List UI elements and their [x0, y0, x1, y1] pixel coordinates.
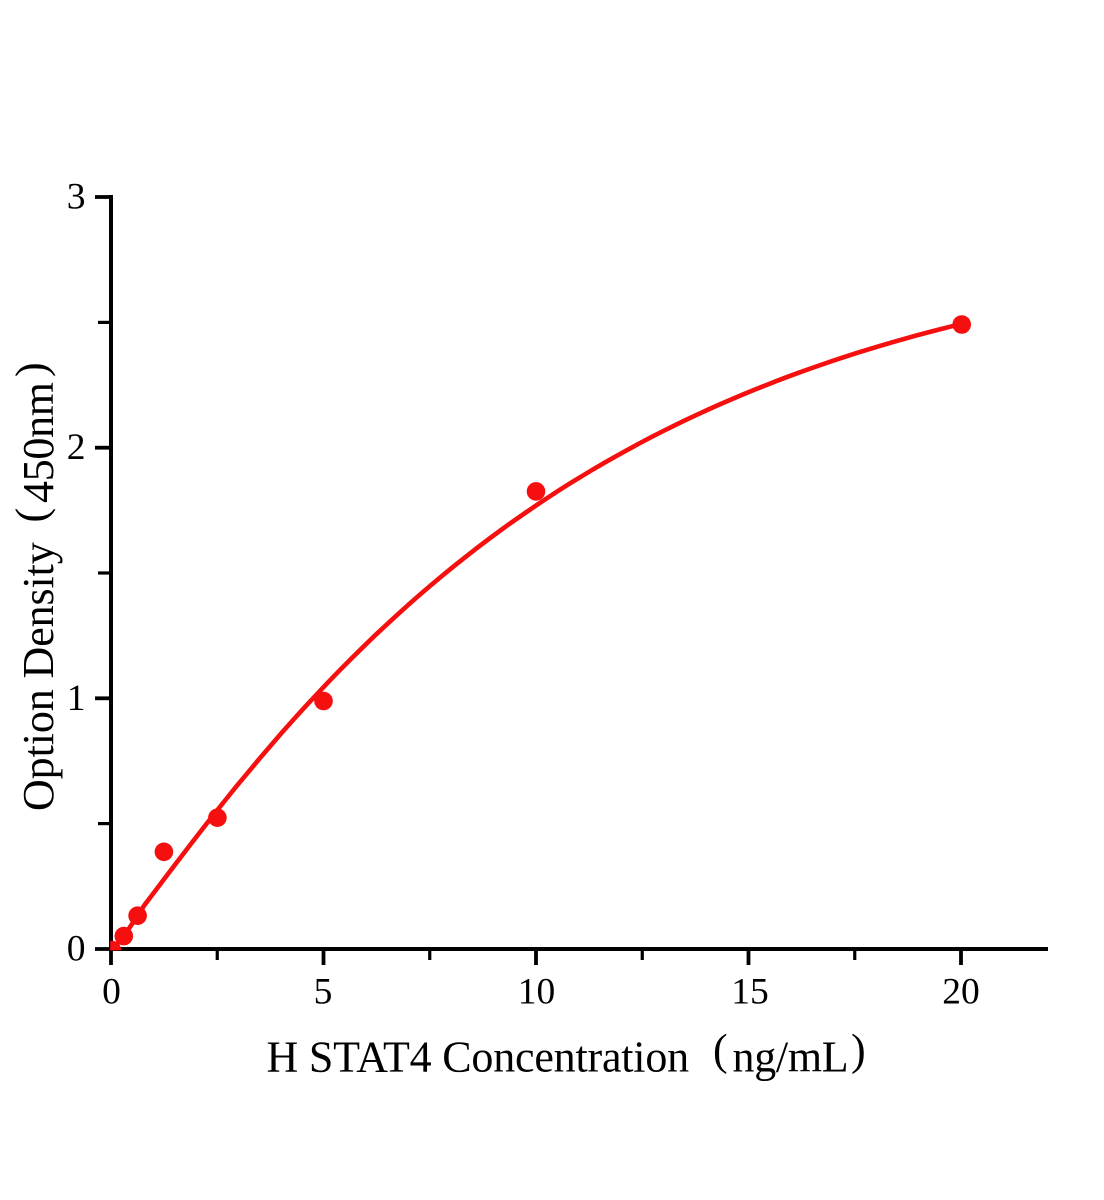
svg-text:(: ( [7, 508, 56, 523]
svg-text:0: 0 [67, 929, 86, 970]
svg-text:10: 10 [518, 972, 556, 1013]
svg-text:15: 15 [731, 972, 769, 1013]
svg-text:Option Density: Option Density [14, 542, 63, 811]
svg-text:3: 3 [67, 177, 86, 218]
svg-text:): ) [851, 1026, 866, 1075]
svg-text:(: ( [713, 1026, 728, 1075]
svg-text:20: 20 [942, 972, 980, 1013]
svg-text:): ) [7, 362, 56, 377]
svg-text:1: 1 [67, 678, 86, 719]
svg-text:5: 5 [314, 972, 333, 1013]
svg-text:450nm: 450nm [14, 382, 63, 503]
svg-text:0: 0 [102, 972, 121, 1013]
svg-text:2: 2 [67, 427, 86, 468]
svg-text:ng/mL: ng/mL [733, 1033, 849, 1082]
svg-text:H STAT4 Concentration: H STAT4 Concentration [267, 1033, 690, 1082]
